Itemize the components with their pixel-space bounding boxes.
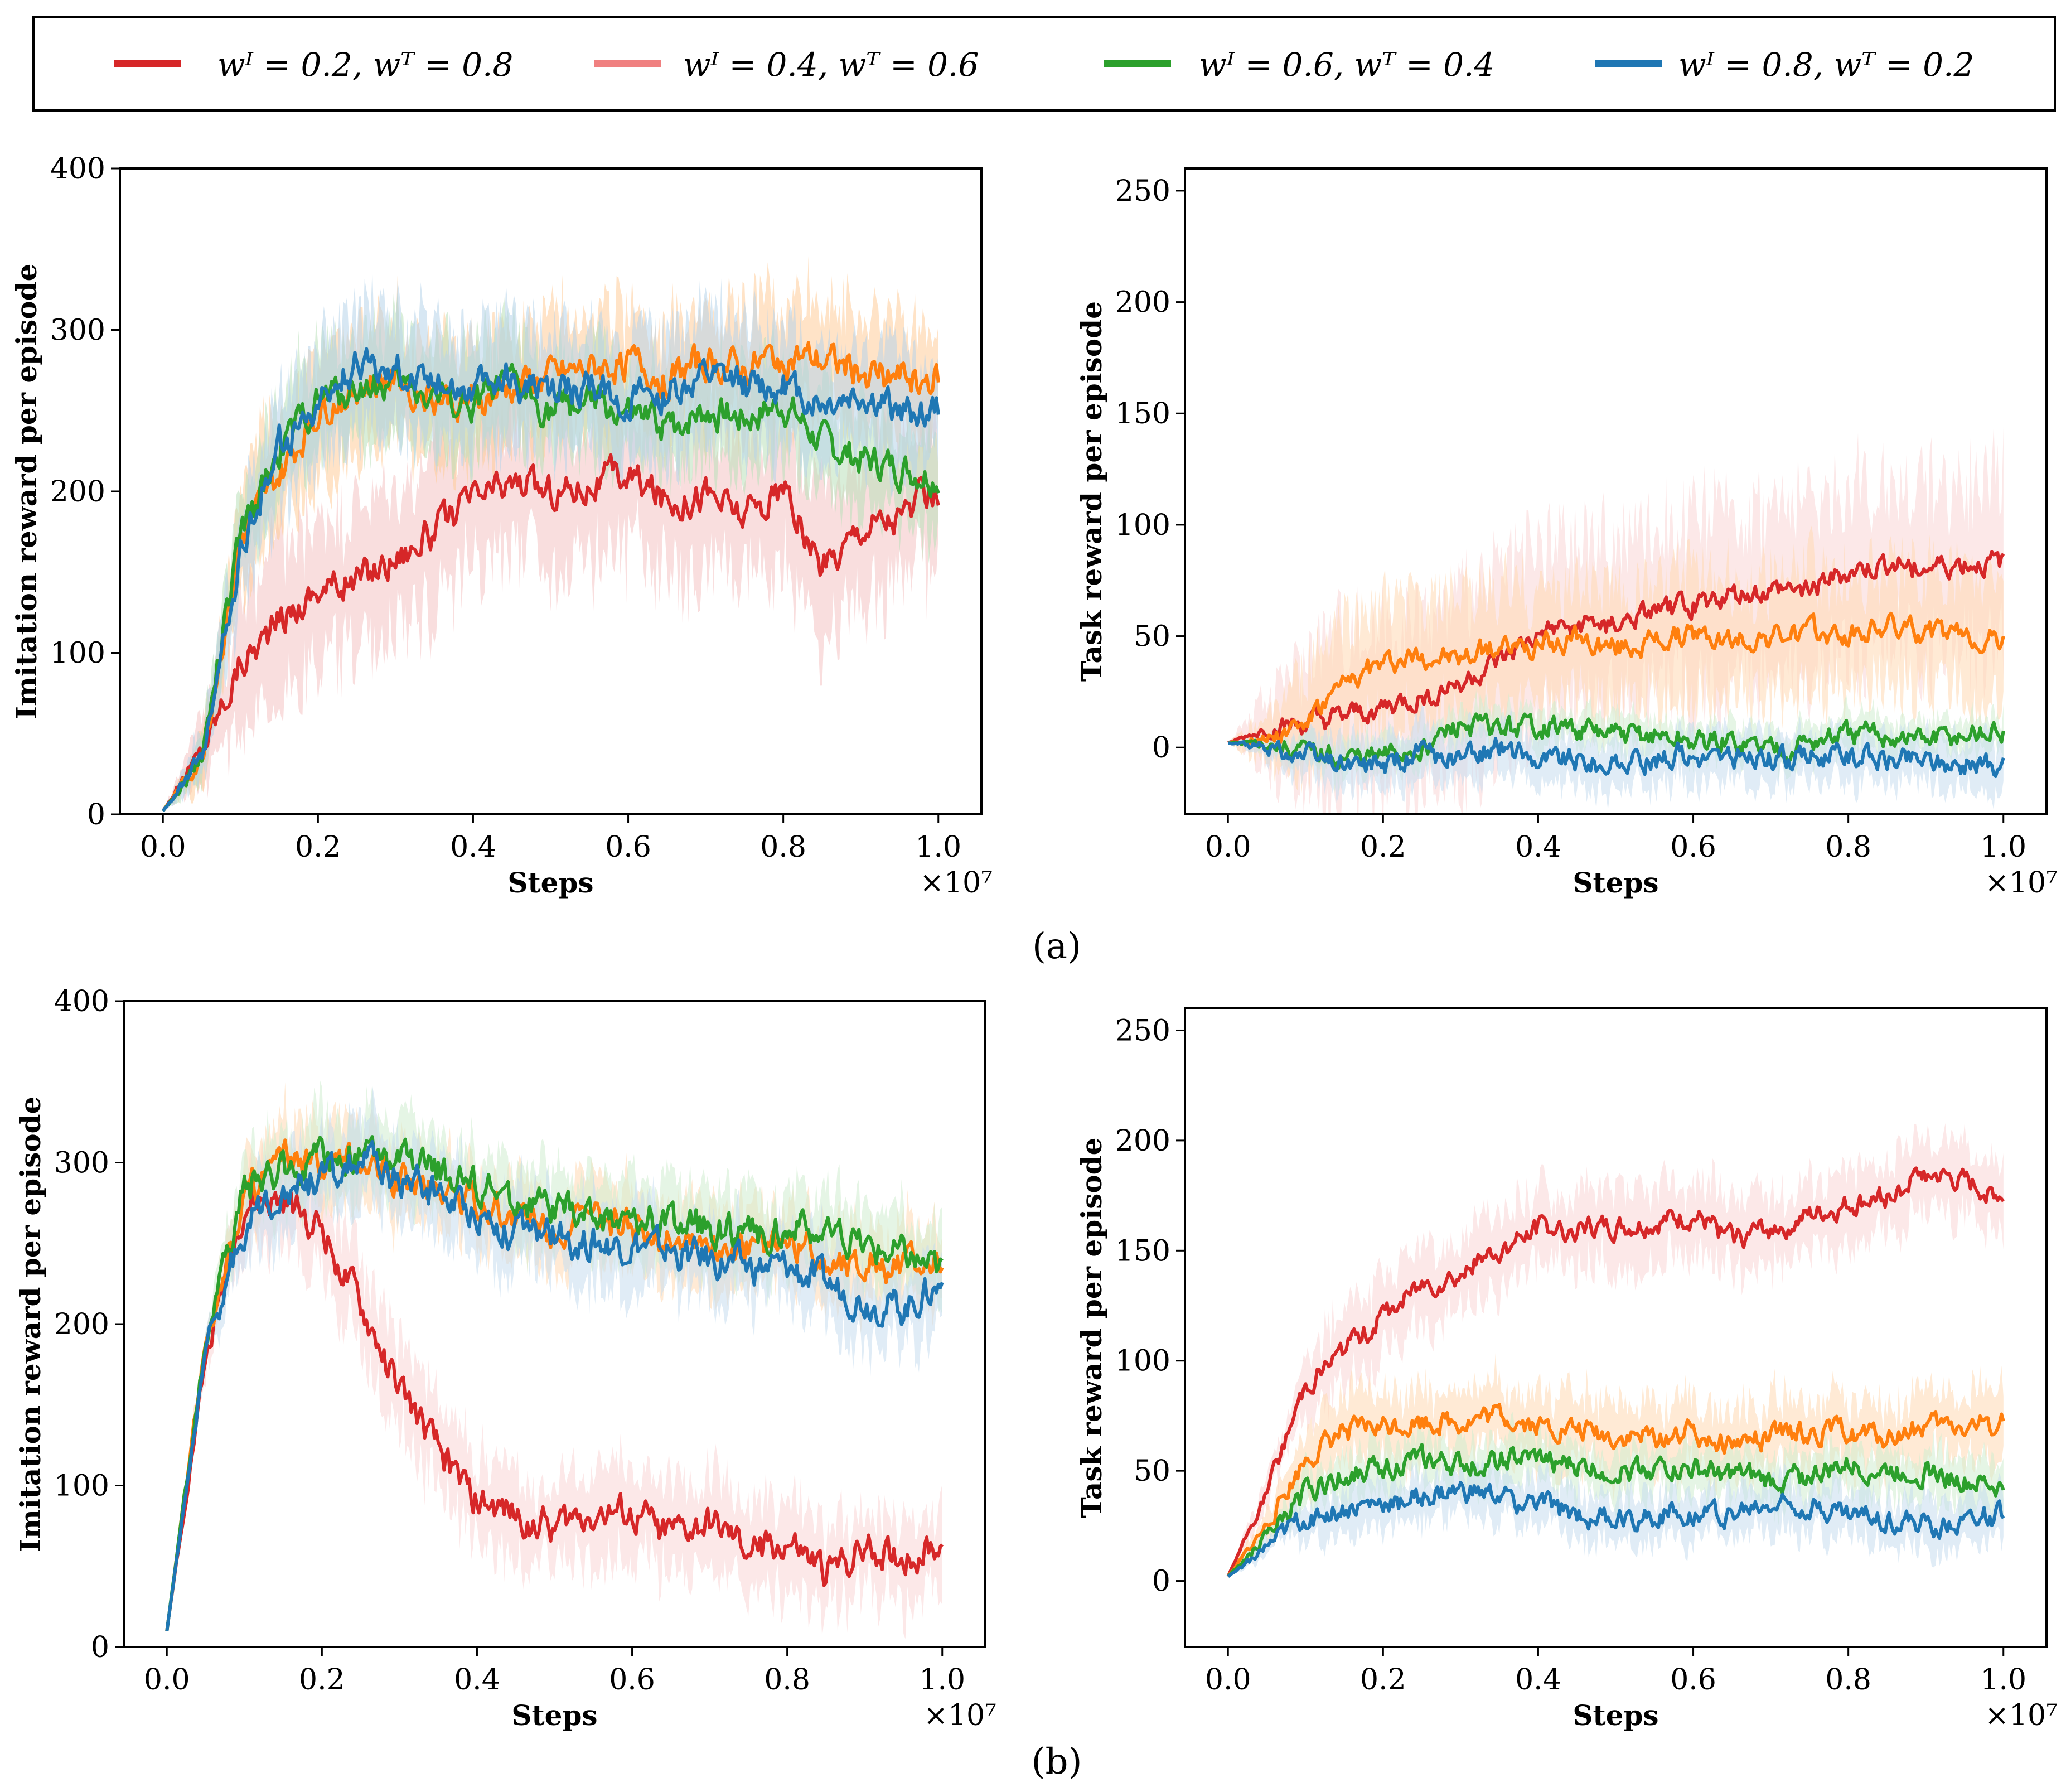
legend-label-1: wᴵ = 0.2, wᵀ = 0.8 [217,46,513,84]
series-line-2 [1226,1403,2005,1578]
x-tick-label: 0.6 [605,830,651,864]
panel-label-b: (b) [1032,1741,1082,1783]
series-line-3 [1228,712,2005,770]
panel-label-a: (a) [1032,926,1081,967]
legend-entry-2: wᴵ = 0.4, wᵀ = 0.6 [594,46,979,84]
x-axis-title: Steps [1573,1699,1658,1732]
legend-label-4: wᴵ = 0.8, wᵀ = 0.2 [1678,46,1974,84]
series-line-4 [1227,737,2005,779]
series-line-4 [161,347,940,812]
legend-entry-1: wᴵ = 0.2, wᵀ = 0.8 [114,46,513,84]
y-tick-label: 50 [1134,1455,1170,1488]
legend-label-2: wᴵ = 0.4, wᵀ = 0.6 [683,46,979,84]
y-tick-label: 400 [54,985,109,1018]
series-band-1 [163,352,938,812]
x-tick-label: 1.0 [915,830,961,864]
x-exponent-label: ×10⁷ [1985,866,2058,900]
x-tick-label: 0.6 [609,1663,655,1697]
x-tick-label: 0.8 [760,830,806,864]
y-tick-label: 300 [50,314,105,347]
series-line-4 [1227,1481,2005,1578]
y-tick-label: 0 [1152,1565,1170,1598]
x-tick-label: 1.0 [1980,830,2026,864]
x-exponent-label: ×10⁷ [1985,1699,2058,1732]
x-tick-label: 0.0 [144,1663,190,1697]
y-tick-label: 150 [1115,1234,1170,1268]
x-tick-label: 0.8 [1825,830,1871,864]
x-tick-label: 1.0 [919,1663,965,1697]
chart-a-imitation: 0.0 0.2 0.4 0.6 0.8 1.0 0 100 200 300 400 Steps Imit… [10,152,993,900]
y-tick-label: 50 [1134,620,1170,654]
x-tick-label: 0.0 [1205,830,1251,864]
x-axis-title: Steps [1573,866,1658,899]
plot-area [161,256,940,812]
x-exponent-label: ×10⁷ [920,866,993,900]
axes-frame [1184,167,2048,815]
legend: wᴵ = 0.2, wᵀ = 0.8 wᴵ = 0.4, wᵀ = 0.6 wᴵ… [32,16,2056,112]
y-tick-label: 200 [1115,1124,1170,1158]
y-tick-label: 0 [1152,731,1170,765]
x-tick-label: 0.6 [1670,830,1716,864]
series-line-3 [1227,1443,2005,1578]
y-axis-title: Imitation reward per episode [14,1097,47,1552]
chart-a-task: 0.0 0.2 0.4 0.6 0.8 1.0 0 50 100 150 200 250 Steps Ta… [1075,167,2058,900]
series-line-1 [1226,1166,2005,1577]
legend-entry-4: wᴵ = 0.8, wᵀ = 0.2 [1595,46,1974,84]
x-tick-label: 0.4 [450,830,496,864]
plot-area [1227,424,2005,814]
series-line-1 [165,1190,944,1631]
y-tick-label: 400 [50,152,105,186]
legend-frame [32,16,2056,112]
series-line-2 [1227,611,2005,746]
plot-area [1226,1122,2005,1578]
x-tick-label: 0.4 [1515,1663,1561,1697]
x-tick-label: 0.4 [1515,830,1561,864]
x-tick-label: 0.6 [1670,1663,1716,1697]
x-tick-label: 0.0 [1205,1663,1251,1697]
series-line-1 [161,453,940,812]
y-tick-label: 200 [1115,286,1170,320]
legend-entry-3: wᴵ = 0.6, wᵀ = 0.4 [1104,46,1494,84]
series-band-1 [167,1133,942,1639]
y-tick-label: 100 [1115,509,1170,542]
y-tick-label: 250 [1115,175,1170,208]
legend-label-3: wᴵ = 0.6, wᵀ = 0.4 [1199,46,1494,84]
y-tick-label: 0 [91,1631,109,1664]
series-band-4 [163,268,938,812]
x-exponent-label: ×10⁷ [923,1699,996,1732]
x-tick-label: 1.0 [1980,1663,2026,1697]
x-tick-label: 0.0 [140,830,186,864]
y-tick-label: 100 [50,637,105,670]
x-tick-label: 0.2 [295,830,341,864]
y-tick-label: 0 [87,798,105,832]
y-tick-label: 100 [1115,1345,1170,1378]
x-axis-title: Steps [507,866,593,899]
x-tick-label: 0.4 [454,1663,500,1697]
x-tick-label: 0.2 [1360,830,1406,864]
y-axis-title: Task reward per episode [1075,301,1108,682]
chart-b-task: 0.0 0.2 0.4 0.6 0.8 1.0 0 50 100 150 200 250 Steps Ta… [1075,1007,2058,1732]
chart-b-imitation: 0.0 0.2 0.4 0.6 0.8 1.0 0 100 200 300 400 Steps Imit… [14,985,996,1732]
x-tick-label: 0.8 [764,1663,810,1697]
y-axis-title: Imitation reward per episode [10,264,43,719]
series-band-1 [1228,1122,2004,1577]
y-tick-label: 200 [54,1308,109,1341]
axes-frame [1184,1007,2048,1648]
plot-area [165,1080,944,1639]
series-band-4 [1228,1452,2004,1577]
series-line-3 [165,1135,944,1631]
y-tick-label: 300 [54,1147,109,1180]
x-tick-label: 0.8 [1825,1663,1871,1697]
y-tick-label: 250 [1115,1014,1170,1047]
series-line-1 [1227,550,2005,745]
y-tick-label: 200 [50,475,105,509]
y-axis-title: Task reward per episode [1075,1138,1108,1518]
y-tick-label: 100 [54,1470,109,1503]
series-line-4 [165,1139,944,1631]
x-axis-title: Steps [511,1699,597,1732]
x-tick-label: 0.2 [299,1663,345,1697]
y-tick-label: 150 [1115,397,1170,431]
x-tick-label: 0.2 [1360,1663,1406,1697]
